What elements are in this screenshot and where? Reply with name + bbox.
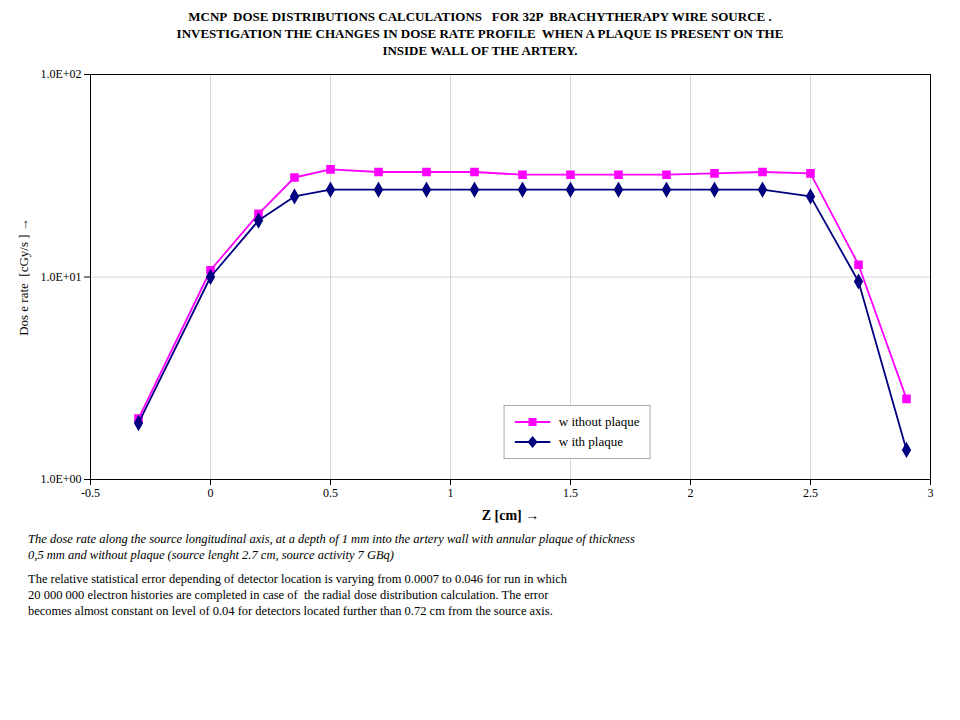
svg-text:1.0E+00: 1.0E+00 [40, 472, 81, 486]
svg-text:Dos e rate [cGy/s ] →: Dos e rate [cGy/s ] → [16, 218, 31, 336]
svg-text:3: 3 [928, 486, 934, 500]
svg-text:2: 2 [688, 486, 694, 500]
html-text:w ith plaque: w ith plaque [558, 433, 623, 449]
svg-text:-0.5: -0.5 [81, 486, 100, 500]
svg-text:2.5: 2.5 [803, 486, 818, 500]
svg-text:Z [cm] →: Z [cm] → [482, 508, 540, 523]
html-text:The relative statistical error: The relative statistical error depending… [28, 572, 568, 618]
svg-text:0.5: 0.5 [323, 486, 338, 500]
svg-text:0: 0 [208, 486, 214, 500]
svg-text:1.5: 1.5 [563, 486, 578, 500]
svg-text:1.0E+01: 1.0E+01 [40, 270, 81, 284]
svg-text:1.0E+02: 1.0E+02 [40, 67, 81, 81]
html-text:The dose rate along the source: The dose rate along the source longitudi… [28, 532, 635, 562]
html-text:MCNP DOSE DISTRIBUTIONS CALCUL: MCNP DOSE DISTRIBUTIONS CALCULATIONS FOR… [176, 9, 784, 58]
svg-text:1: 1 [448, 486, 454, 500]
html-text:w ithout plaque: w ithout plaque [558, 413, 640, 429]
